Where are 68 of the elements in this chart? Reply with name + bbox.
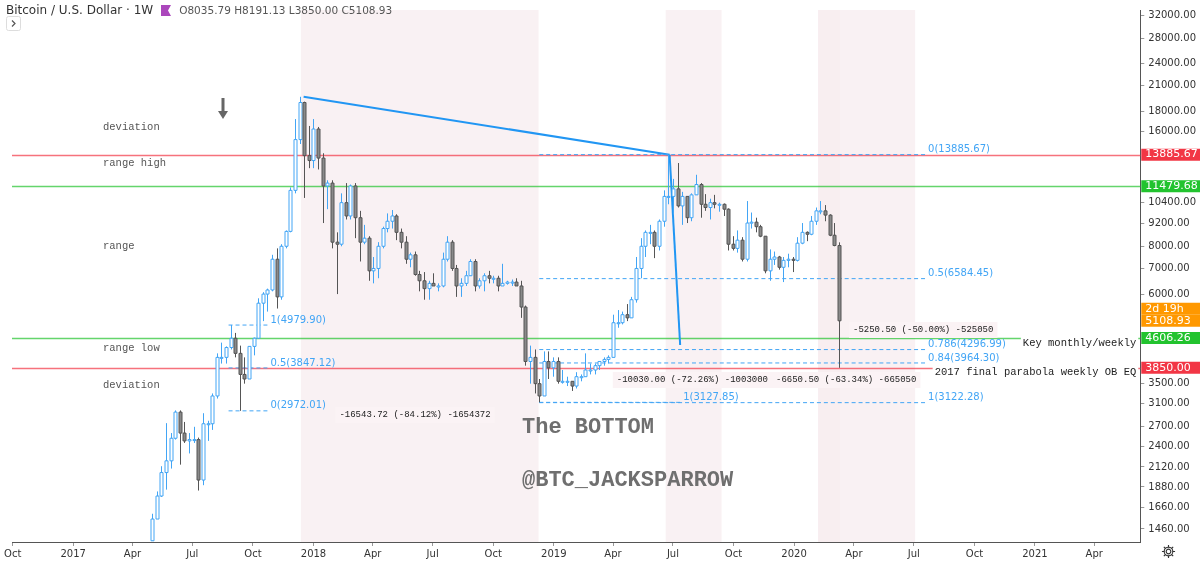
y-tick-label: 32000.00	[1148, 9, 1196, 21]
x-tick-label: 2019	[541, 547, 567, 559]
annotation: deviation	[103, 120, 160, 133]
x-tick-label: Oct	[4, 547, 22, 559]
y-tick-label: 8000.00	[1148, 239, 1190, 251]
y-tick-label: 3100.00	[1148, 397, 1190, 409]
y-tick-label: 7000.00	[1148, 262, 1190, 274]
annotation: 2017 final parabola weekly OB EQ	[934, 365, 1137, 378]
series-label: 0.5(6584.45)	[928, 267, 994, 279]
annotation: range low	[103, 341, 161, 354]
x-tick-label: Oct	[965, 547, 984, 559]
annotation: Key monthly/weekly	[1022, 336, 1137, 349]
y-tick-label: 6000.00	[1148, 287, 1190, 299]
series-label: 0(13885.67)	[928, 143, 991, 155]
y-tick-label: 18000.00	[1148, 105, 1196, 117]
x-tick-label: Apr	[845, 547, 864, 559]
chart-title: Bitcoin / U.S. Dollar · 1W	[6, 3, 154, 17]
series-label: 1(4979.90)	[270, 313, 327, 325]
x-tick-label: Oct	[724, 547, 743, 559]
x-tick-label: Apr	[364, 547, 383, 559]
x-tick-label: Jul	[665, 547, 679, 559]
y-tick-label: 2400.00	[1148, 439, 1190, 451]
y-tick-label: 21000.00	[1148, 79, 1196, 91]
text: 5108.93	[1145, 313, 1191, 327]
y-tick-label: 24000.00	[1148, 57, 1196, 69]
x-tick-label: 2020	[781, 547, 807, 559]
y-tick-label: 2120.00	[1148, 460, 1190, 472]
series-label: 1(3122.28)	[928, 391, 984, 403]
x-tick-label: Apr	[604, 547, 623, 559]
y-tick-label: 16000.00	[1148, 124, 1196, 136]
series-label: 0.5(3847.12)	[270, 356, 336, 368]
y-tick-label: 3500.00	[1148, 377, 1190, 389]
annotation: The BOTTOM	[522, 414, 655, 440]
annotation: range high	[103, 156, 167, 169]
annotation: @BTC_JACKSPARROW	[522, 467, 735, 493]
annotation: range	[103, 239, 135, 252]
text: 2d 19h	[1145, 301, 1184, 315]
chart-subtitle: O8035.79 H8191.13 L3850.00 C5108.93	[179, 4, 393, 16]
series-label: 0(2972.01)	[270, 399, 327, 411]
x-tick-label: 2018	[300, 547, 327, 559]
x-tick-label: Jul	[906, 547, 920, 559]
annotation: -16543.72 (-84.12%) -1654372	[339, 410, 491, 421]
x-tick-label: 2021	[1022, 547, 1048, 559]
y-tick-label: 9200.00	[1148, 216, 1190, 228]
y-tick-label: 1880.00	[1148, 480, 1190, 492]
series-label: 0.84(3964.30)	[928, 351, 1000, 363]
y-tick-label: 28000.00	[1148, 31, 1196, 43]
y-tick-label: 2700.00	[1148, 420, 1190, 432]
y-tick-label: 1660.00	[1148, 501, 1190, 513]
y-tick-label: 10400.00	[1148, 196, 1196, 208]
ref-line-label: 3850.00	[1145, 360, 1191, 374]
x-tick-label: Jul	[425, 547, 439, 559]
x-tick-label: Apr	[1085, 547, 1104, 559]
ref-line-label: 13885.67	[1145, 147, 1198, 161]
x-tick-label: Oct	[484, 547, 502, 559]
x-tick-label: Oct	[244, 547, 262, 559]
ref-line-label: 4606.26	[1145, 330, 1191, 344]
annotation: -10030.00 (-72.26%) -1003000	[616, 375, 768, 386]
series-label: 1(3127.85)	[683, 390, 739, 402]
annotation: -6650.50 (-63.34%) -665050	[776, 375, 917, 386]
x-tick-label: 2017	[60, 547, 86, 559]
x-tick-label: Apr	[123, 547, 142, 559]
ref-line-label: 11479.68	[1145, 179, 1198, 193]
annotation: deviation	[103, 378, 160, 391]
y-tick-label: 1460.00	[1148, 522, 1190, 534]
annotation: -5250.50 (-50.00%) -525050	[853, 325, 994, 336]
series-label: 0.786(4296.99)	[928, 338, 1006, 350]
x-tick-label: Jul	[185, 547, 199, 559]
